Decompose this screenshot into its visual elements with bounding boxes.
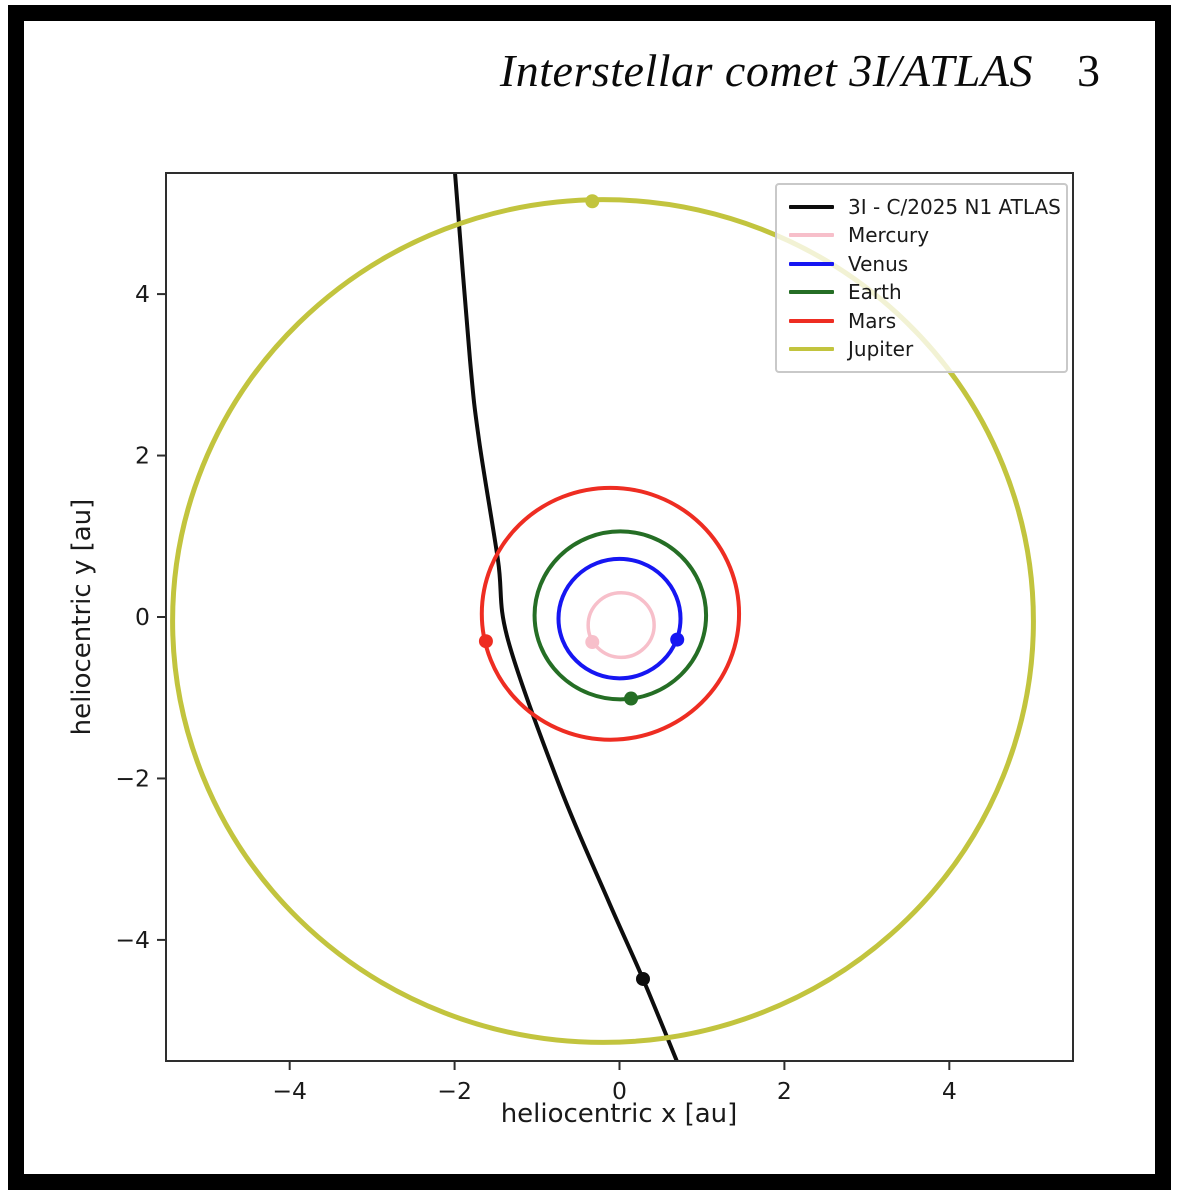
x-tick-label: −2 <box>437 1077 472 1105</box>
plot-curves <box>170 173 1036 1061</box>
y-tick-label: −2 <box>115 764 150 792</box>
y-tick-label: 4 <box>135 280 150 308</box>
x-axis-label: heliocentric x [au] <box>501 1099 738 1129</box>
orbit-earth <box>532 529 709 702</box>
marker-mars <box>478 634 493 649</box>
marker-mercury <box>585 635 600 650</box>
orbit-venus <box>556 556 683 681</box>
marker-jupiter <box>585 194 600 209</box>
plot-markers <box>478 194 685 986</box>
legend-label-mercury: Mercury <box>848 223 930 248</box>
legend-label-earth: Earth <box>848 280 902 305</box>
legend-swatch-mars <box>789 318 834 323</box>
legend-item-comet: 3I - C/2025 N1 ATLAS <box>789 194 1061 220</box>
legend-swatch-venus <box>789 261 834 266</box>
x-tick-label: 2 <box>777 1077 792 1105</box>
marker-earth <box>624 691 639 706</box>
legend-swatch-jupiter <box>789 346 834 351</box>
orbit-mars <box>479 485 742 742</box>
marker-venus <box>670 632 685 647</box>
legend-label-mars: Mars <box>848 308 897 333</box>
legend-item-mercury: Mercury <box>789 222 1054 248</box>
plot-ticks: −4 −2 0 2 4 −4 −2 0 2 4 <box>115 280 956 1105</box>
x-tick-label: −4 <box>272 1077 307 1105</box>
y-axis-label: heliocentric y [au] <box>67 499 97 736</box>
legend-item-mars: Mars <box>789 308 1054 334</box>
orbit-jupiter <box>170 197 1036 1045</box>
marker-3i-c-2025-n1-atlas <box>635 971 650 986</box>
orbit-plot: −4 −2 0 2 4 −4 −2 0 2 4 heliocentric x [au] helio… <box>67 172 1074 1129</box>
legend-label-venus: Venus <box>848 251 909 276</box>
legend: 3I - C/2025 N1 ATLAS Mercury Venus Earth… <box>775 183 1068 373</box>
legend-swatch-earth <box>789 290 834 295</box>
running-head: Interstellar comet 3I/ATLAS 3 <box>500 44 1100 97</box>
legend-item-jupiter: Jupiter <box>789 336 1054 362</box>
legend-item-earth: Earth <box>789 279 1054 305</box>
y-tick-label: −4 <box>115 926 150 954</box>
legend-item-venus: Venus <box>789 251 1054 277</box>
paper-title: Interstellar comet 3I/ATLAS <box>499 45 1033 96</box>
y-tick-label: 2 <box>135 442 150 470</box>
trajectory-3i-c-2025-n1-atlas <box>453 173 679 1061</box>
legend-swatch-mercury <box>789 233 834 238</box>
page-number: 3 <box>1077 45 1100 96</box>
legend-label-comet: 3I - C/2025 N1 ATLAS <box>848 195 1061 219</box>
x-tick-label: 0 <box>612 1077 627 1105</box>
x-tick-label: 4 <box>942 1077 957 1105</box>
legend-swatch-comet <box>789 205 834 209</box>
axes-frame <box>165 172 1074 1062</box>
orbit-mercury <box>586 591 656 660</box>
legend-label-jupiter: Jupiter <box>848 336 914 361</box>
y-tick-label: 0 <box>135 603 150 631</box>
